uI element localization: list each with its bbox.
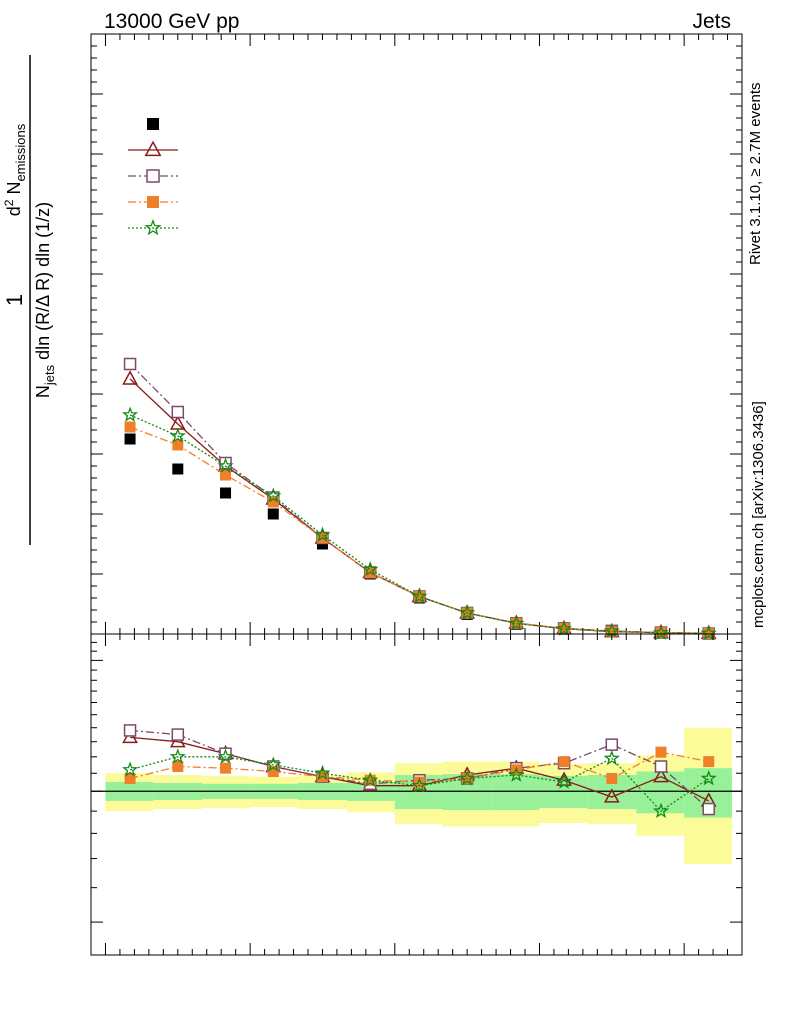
ratio-point <box>172 760 184 772</box>
mcplots-label: mcplots.cern.ch [arXiv:1306.3436] <box>750 401 767 628</box>
svg-text:Njets dln (R/Δ R) dln (1/z): Njets dln (R/Δ R) dln (1/z) <box>33 202 57 398</box>
main-y-axis-label-numerator: d2 Nemissions <box>2 123 28 216</box>
series-line <box>129 414 709 635</box>
data-point <box>606 625 618 637</box>
data-point <box>172 439 184 451</box>
ratio-series-3 <box>122 748 717 819</box>
ratio-point <box>603 749 620 766</box>
ratio-point <box>703 756 715 768</box>
ratio-point <box>556 773 573 789</box>
ratio-point <box>124 772 136 784</box>
data-point <box>172 463 184 475</box>
data-point <box>124 421 136 433</box>
data-point <box>171 405 185 419</box>
ratio-panel <box>90 633 743 956</box>
data-point <box>122 406 139 422</box>
ratio-point <box>653 767 669 783</box>
legend-marker <box>144 218 162 236</box>
data-point <box>220 487 232 499</box>
ratio-point <box>606 772 618 784</box>
legend <box>128 118 178 236</box>
ratio-point <box>364 774 376 786</box>
data-point <box>556 620 573 636</box>
data-point <box>124 433 136 445</box>
ratio-point <box>217 748 234 764</box>
ratio-point <box>603 788 620 803</box>
series-4 <box>122 406 717 641</box>
ratio-point <box>122 761 139 777</box>
data-point <box>217 457 234 473</box>
ratio-point <box>169 748 186 764</box>
data-point <box>169 427 186 443</box>
ratio-point <box>605 738 619 751</box>
legend-marker <box>144 140 162 157</box>
main-panel <box>90 33 743 641</box>
data-point <box>314 526 331 542</box>
data-point <box>265 487 282 503</box>
data-point <box>362 560 379 577</box>
ratio-point <box>413 776 425 788</box>
data-point <box>411 587 428 604</box>
ratio-point <box>652 802 670 819</box>
ratio-point <box>314 764 331 781</box>
header-right: Jets <box>692 10 731 33</box>
ratio-point <box>362 771 379 788</box>
data-point <box>652 624 670 640</box>
main-y-axis-label: 1 Njets dln (R/Δ R) dln (1/z) <box>2 55 57 545</box>
data-point <box>703 627 715 639</box>
series-3 <box>124 421 715 639</box>
data-point <box>267 496 279 508</box>
series-0 <box>124 433 715 639</box>
ratio-point <box>123 724 137 737</box>
legend-marker <box>146 169 160 183</box>
ratio-point <box>655 746 667 758</box>
ratio-point <box>265 756 282 772</box>
data-point <box>508 614 525 631</box>
ratio-point <box>459 770 476 786</box>
legend-marker <box>147 118 159 130</box>
data-point <box>413 591 425 602</box>
uncertainty-band-inner <box>539 775 588 809</box>
ratio-point <box>700 770 717 786</box>
data-point <box>220 469 232 481</box>
ratio-point <box>558 756 570 768</box>
data-point <box>558 622 570 634</box>
data-point <box>459 604 476 620</box>
ratio-point <box>508 766 525 782</box>
data-point <box>700 624 717 641</box>
svg-text:d2 Nemissions: d2 Nemissions <box>2 123 28 216</box>
data-point <box>123 357 137 371</box>
rivet-label: Rivet 3.1.10, ≥ 2.7M events <box>747 83 764 266</box>
main-frame <box>90 33 743 635</box>
data-point <box>510 617 522 629</box>
data-point <box>122 370 138 385</box>
header-left: 13000 GeV pp <box>104 10 239 33</box>
ratio-series-line <box>129 756 710 812</box>
ratio-point <box>411 777 428 793</box>
svg-text:1: 1 <box>2 294 27 306</box>
ratio-point <box>702 802 715 816</box>
legend-marker <box>147 196 159 208</box>
ratio-point <box>171 728 185 741</box>
ratio-point <box>220 762 232 774</box>
uncertainty-band-inner <box>491 774 540 811</box>
ratio-frame <box>90 633 743 956</box>
data-point <box>169 415 186 430</box>
ratio-point <box>267 766 279 778</box>
ratio-point <box>654 760 668 773</box>
data-point <box>267 508 279 520</box>
